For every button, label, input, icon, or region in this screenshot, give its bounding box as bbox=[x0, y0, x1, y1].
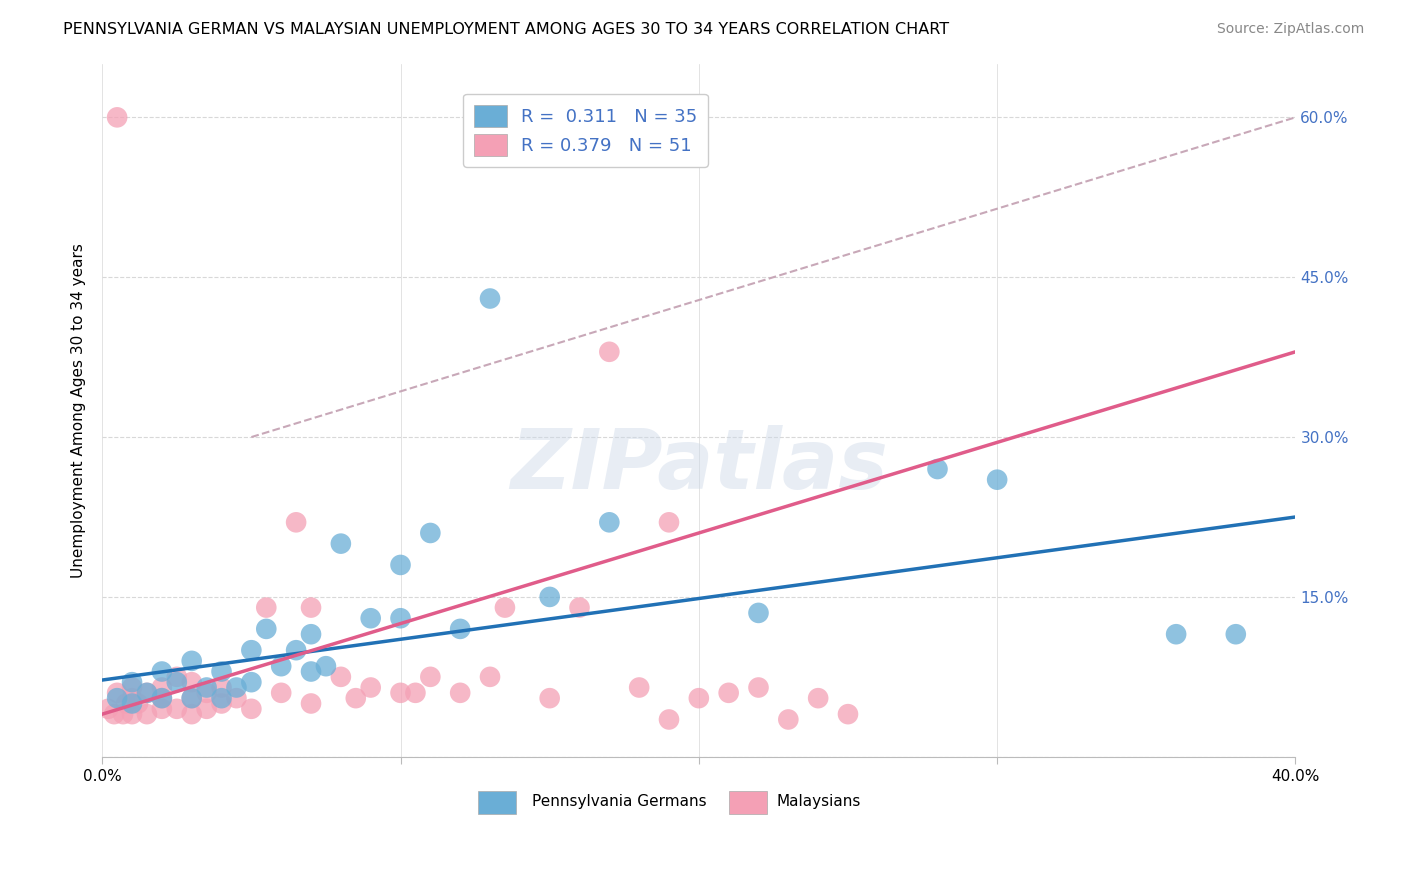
Point bbox=[180, 707, 202, 722]
Point bbox=[105, 686, 128, 700]
Point bbox=[136, 686, 159, 700]
Point bbox=[166, 670, 188, 684]
Point bbox=[240, 675, 263, 690]
Point bbox=[211, 681, 233, 695]
Point bbox=[240, 643, 263, 657]
Point bbox=[389, 611, 412, 625]
Point bbox=[299, 665, 322, 679]
Point bbox=[419, 526, 441, 541]
Point bbox=[658, 713, 681, 727]
Point bbox=[103, 707, 125, 722]
Point bbox=[494, 600, 516, 615]
Point bbox=[180, 691, 202, 706]
Point bbox=[180, 654, 202, 668]
Point bbox=[112, 707, 135, 722]
Point bbox=[479, 292, 502, 306]
Point bbox=[389, 558, 412, 572]
Point bbox=[419, 670, 441, 684]
Point bbox=[166, 675, 188, 690]
Point bbox=[195, 681, 218, 695]
Point bbox=[329, 536, 352, 550]
Point bbox=[299, 697, 322, 711]
Point bbox=[136, 707, 159, 722]
Point bbox=[360, 611, 382, 625]
Point bbox=[927, 462, 949, 476]
Point bbox=[166, 702, 188, 716]
Point bbox=[598, 344, 620, 359]
Point bbox=[658, 516, 681, 530]
Point bbox=[121, 681, 143, 695]
Point bbox=[225, 681, 247, 695]
Point bbox=[628, 681, 651, 695]
Point bbox=[285, 516, 308, 530]
Point bbox=[180, 675, 202, 690]
Legend: R =  0.311   N = 35, R = 0.379   N = 51: R = 0.311 N = 35, R = 0.379 N = 51 bbox=[463, 94, 709, 167]
Point bbox=[717, 686, 740, 700]
Point bbox=[225, 691, 247, 706]
Y-axis label: Unemployment Among Ages 30 to 34 years: Unemployment Among Ages 30 to 34 years bbox=[72, 243, 86, 578]
Point bbox=[270, 686, 292, 700]
Point bbox=[1166, 627, 1188, 641]
Point bbox=[105, 111, 128, 125]
Point bbox=[1225, 627, 1247, 641]
Point bbox=[211, 697, 233, 711]
Point bbox=[568, 600, 591, 615]
Text: PENNSYLVANIA GERMAN VS MALAYSIAN UNEMPLOYMENT AMONG AGES 30 TO 34 YEARS CORRELAT: PENNSYLVANIA GERMAN VS MALAYSIAN UNEMPLO… bbox=[63, 22, 949, 37]
Text: Malaysians: Malaysians bbox=[776, 794, 860, 809]
Point bbox=[121, 697, 143, 711]
Point bbox=[121, 675, 143, 690]
Point bbox=[127, 697, 149, 711]
Point bbox=[150, 691, 173, 706]
Point bbox=[150, 681, 173, 695]
Point bbox=[360, 681, 382, 695]
Point bbox=[837, 707, 859, 722]
Point bbox=[121, 707, 143, 722]
Point bbox=[97, 702, 120, 716]
Point bbox=[479, 670, 502, 684]
Point bbox=[211, 665, 233, 679]
Text: Source: ZipAtlas.com: Source: ZipAtlas.com bbox=[1216, 22, 1364, 37]
Point bbox=[254, 622, 277, 636]
Point bbox=[150, 691, 173, 706]
Point bbox=[211, 691, 233, 706]
Point bbox=[807, 691, 830, 706]
Point bbox=[449, 686, 471, 700]
Point bbox=[270, 659, 292, 673]
Point bbox=[121, 691, 143, 706]
Point bbox=[195, 702, 218, 716]
Point bbox=[778, 713, 800, 727]
Point bbox=[136, 686, 159, 700]
Point bbox=[389, 686, 412, 700]
FancyBboxPatch shape bbox=[478, 791, 516, 814]
Point bbox=[315, 659, 337, 673]
Point bbox=[986, 473, 1008, 487]
Text: Pennsylvania Germans: Pennsylvania Germans bbox=[531, 794, 706, 809]
Point bbox=[150, 702, 173, 716]
Text: ZIPatlas: ZIPatlas bbox=[510, 425, 887, 507]
Point bbox=[105, 691, 128, 706]
Point bbox=[285, 643, 308, 657]
Point bbox=[115, 697, 138, 711]
Point bbox=[747, 606, 769, 620]
Point bbox=[747, 681, 769, 695]
Point bbox=[299, 600, 322, 615]
FancyBboxPatch shape bbox=[728, 791, 766, 814]
Point bbox=[299, 627, 322, 641]
Point bbox=[240, 702, 263, 716]
Point bbox=[538, 590, 561, 604]
Point bbox=[195, 686, 218, 700]
Point bbox=[254, 600, 277, 615]
Point bbox=[344, 691, 367, 706]
Point bbox=[404, 686, 426, 700]
Point bbox=[329, 670, 352, 684]
Point bbox=[598, 516, 620, 530]
Point bbox=[688, 691, 710, 706]
Point bbox=[449, 622, 471, 636]
Point bbox=[150, 665, 173, 679]
Point bbox=[538, 691, 561, 706]
Point bbox=[180, 691, 202, 706]
